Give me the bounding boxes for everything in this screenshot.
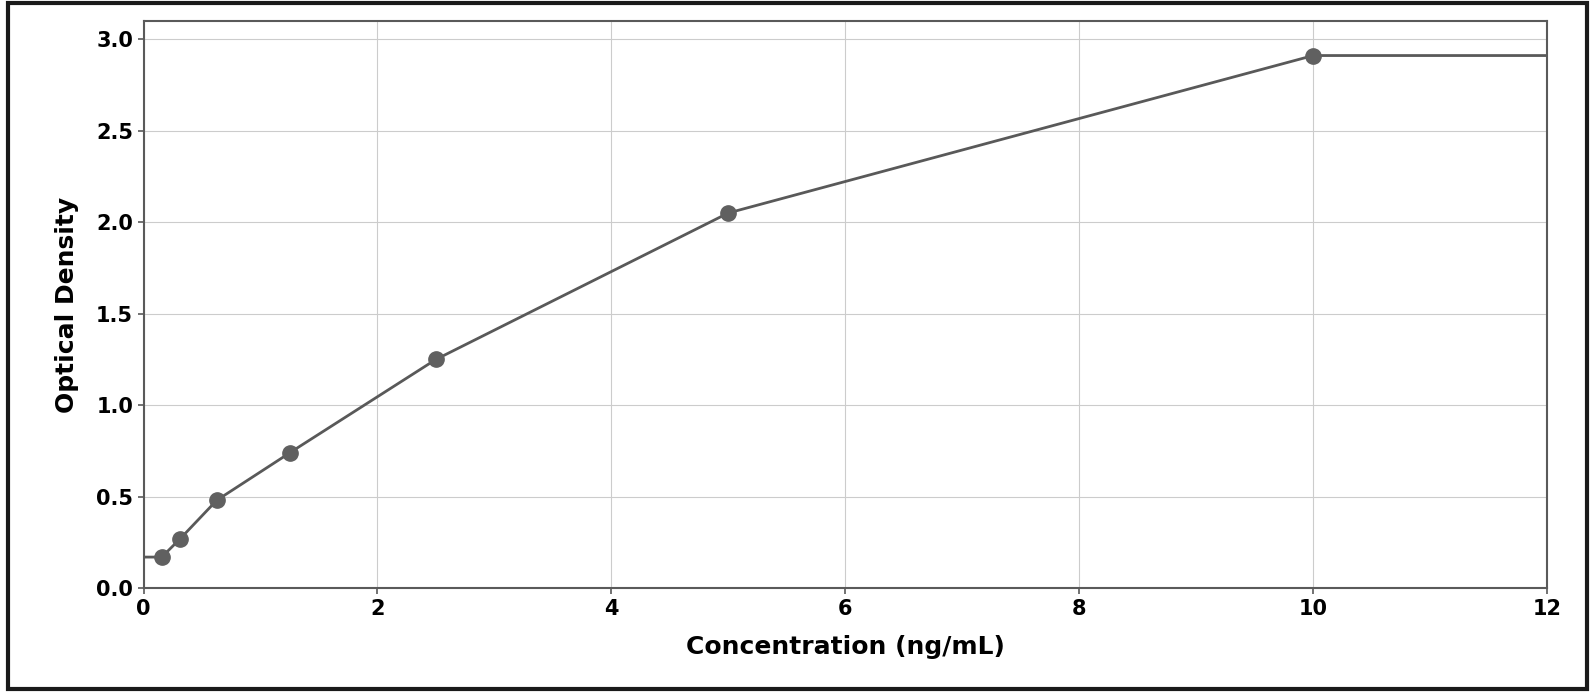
Point	[278, 447, 303, 458]
Point	[167, 534, 193, 545]
Point	[148, 552, 174, 563]
X-axis label: Concentration (ng/mL): Concentration (ng/mL)	[686, 635, 1005, 659]
Point	[423, 354, 448, 365]
Point	[204, 495, 230, 506]
Point	[716, 208, 742, 219]
Y-axis label: Optical Density: Optical Density	[56, 197, 80, 412]
Point	[1300, 50, 1325, 61]
